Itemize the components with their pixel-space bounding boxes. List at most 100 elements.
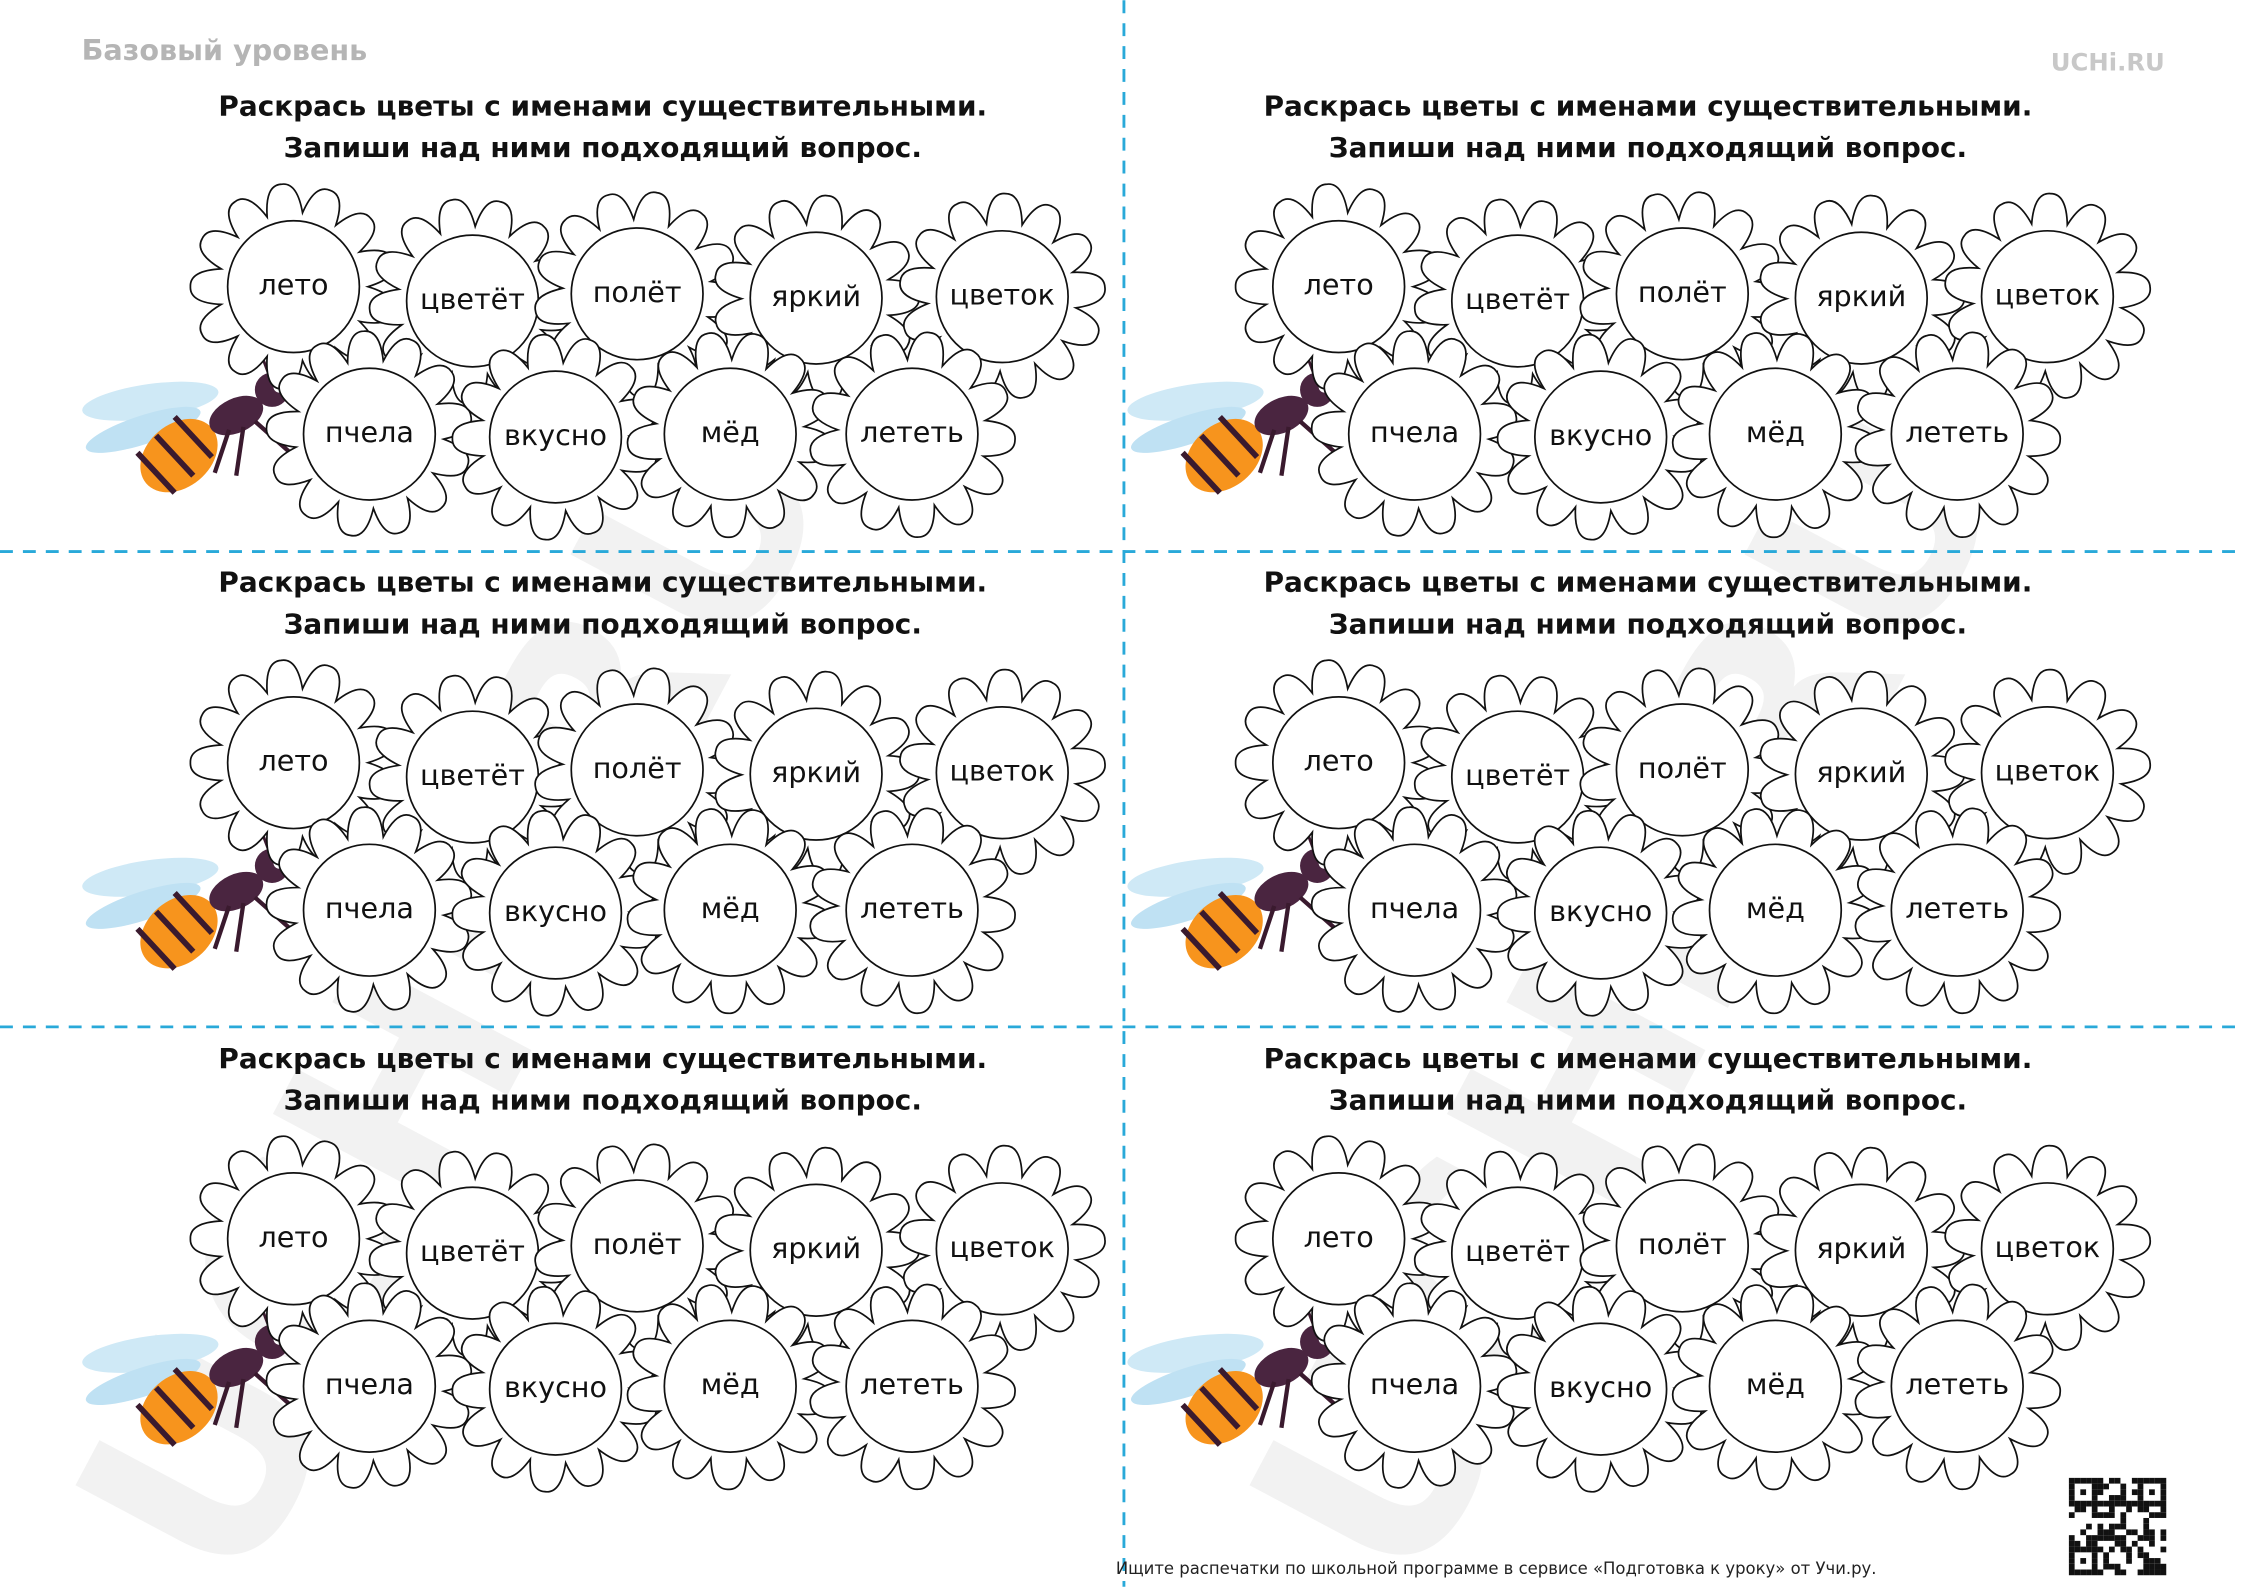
bee-wing (85, 882, 201, 929)
bee-stripe (1199, 433, 1241, 478)
qr-cell (2120, 1495, 2127, 1501)
flower-word: лето (1304, 1220, 1374, 1254)
qr-cell (2114, 1523, 2121, 1530)
flower-center (663, 843, 797, 977)
qr-cell (2068, 1483, 2075, 1490)
flower: лето (189, 1135, 396, 1343)
qr-cell (2120, 1546, 2127, 1553)
flower-word: цветёт (1465, 282, 1570, 316)
bee-wing (1130, 406, 1246, 453)
qr-cell (2074, 1500, 2081, 1507)
qr-cell (2126, 1500, 2132, 1507)
bee-stripe (153, 1385, 196, 1430)
qr-cell (2126, 1552, 2132, 1559)
qr-cell (2091, 1489, 2098, 1496)
qr-cell (2160, 1495, 2167, 1501)
flower: вкусно (451, 333, 658, 541)
flower-word: лететь (1905, 891, 2009, 925)
flower: вкусно (451, 809, 658, 1017)
bee-stripe (172, 891, 214, 936)
bee-leg (1279, 902, 1291, 953)
flower-center (570, 703, 704, 837)
qr-cell (2160, 1535, 2167, 1541)
qr-cell (2114, 1563, 2121, 1570)
bee (1127, 828, 1341, 971)
qr-cell (2137, 1477, 2144, 1484)
flower-center (749, 1183, 883, 1317)
qr-cell (2126, 1558, 2132, 1564)
qr-cell (2149, 1569, 2155, 1576)
qr-cell (2097, 1512, 2104, 1518)
level-label: Базовый уровень (82, 33, 368, 67)
flower-word: лететь (860, 415, 964, 449)
qr-cell (2160, 1483, 2167, 1490)
flower: лето (1234, 183, 1441, 391)
flower-word: мёд (701, 415, 760, 449)
flower: мёд (626, 1284, 834, 1491)
flower-center (226, 1172, 361, 1306)
flower: вкусно (451, 1285, 658, 1493)
flower-word: яркий (771, 279, 861, 313)
flower-center (488, 1322, 623, 1456)
bee-thorax (209, 871, 264, 912)
qr-cell (2131, 1477, 2138, 1484)
qr-cell (2149, 1477, 2155, 1484)
bee-leg (1257, 905, 1277, 950)
flower-word: цветок (1995, 278, 2100, 312)
qr-cell (2103, 1558, 2109, 1564)
qr-cell (2120, 1540, 2127, 1547)
qr-cell (2131, 1540, 2138, 1547)
qr-cell (2114, 1535, 2121, 1541)
flower: пчела (1310, 330, 1518, 537)
qr-cell (2068, 1495, 2075, 1501)
qr-cell (2160, 1546, 2167, 1553)
bee (82, 1304, 295, 1447)
qr-cell (2154, 1558, 2161, 1564)
qr-cell (2154, 1477, 2161, 1484)
qr-cell (2108, 1495, 2115, 1501)
qr-cell (2068, 1489, 2075, 1496)
flower-word: лето (1304, 744, 1374, 778)
flower-word: яркий (771, 1231, 861, 1265)
qr-cell (2114, 1569, 2121, 1576)
bee-wing (85, 406, 201, 453)
qr-cell (2091, 1477, 2098, 1484)
flower: мёд (1671, 1284, 1879, 1491)
qr-cell (2137, 1535, 2144, 1541)
bee-stripe (172, 414, 214, 459)
qr-cell (2120, 1523, 2127, 1530)
qr-cell (2131, 1500, 2138, 1507)
flower-word: цветок (950, 278, 1055, 312)
flower-center (302, 1319, 437, 1453)
qr-cell (2086, 1535, 2092, 1541)
qr-cell (2143, 1477, 2150, 1484)
qr-cell (2080, 1529, 2087, 1536)
flower-center (1615, 227, 1750, 361)
qr-cell (2097, 1529, 2104, 1536)
flower: цветок (1944, 668, 2151, 875)
card: Раскрась цветы с именами существительным… (1127, 566, 2151, 1017)
qr-cell (2103, 1552, 2109, 1559)
qr-cell (2080, 1558, 2087, 1564)
flower-word: мёд (701, 1367, 760, 1401)
flower-center (1615, 1179, 1750, 1313)
qr-cell (2091, 1546, 2098, 1553)
flower-center (302, 843, 437, 977)
flower-word: полёт (1638, 275, 1727, 309)
bee-stripe (1217, 891, 1260, 936)
flower-center (1980, 229, 2115, 364)
qr-cell (2154, 1500, 2161, 1507)
qr-cell (2091, 1500, 2098, 1507)
qr-cell (2120, 1489, 2127, 1496)
bee-leg (234, 1378, 246, 1429)
qr-cell (2108, 1529, 2115, 1536)
qr-cell (2103, 1512, 2109, 1518)
bee-leg (1279, 1378, 1291, 1429)
qr-cell (2149, 1529, 2155, 1536)
bee-stripe (172, 1367, 214, 1412)
flower: мёд (626, 808, 834, 1015)
bee-wing (1130, 882, 1246, 929)
flower-word: полёт (1638, 1227, 1727, 1261)
qr-cell (2091, 1540, 2098, 1547)
qr-cell (2068, 1546, 2075, 1553)
